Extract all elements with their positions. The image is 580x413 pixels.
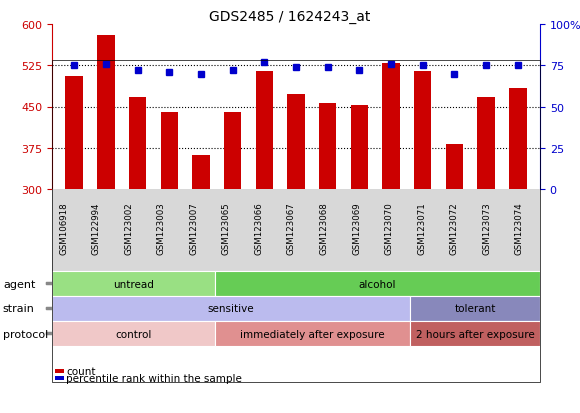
Text: GSM123067: GSM123067 bbox=[287, 202, 296, 255]
Text: GSM123074: GSM123074 bbox=[514, 202, 524, 255]
Text: 2 hours after exposure: 2 hours after exposure bbox=[415, 329, 534, 339]
Text: GSM123072: GSM123072 bbox=[450, 202, 459, 255]
Bar bbox=[287, 95, 305, 190]
Text: count: count bbox=[67, 366, 96, 376]
Bar bbox=[129, 97, 146, 190]
Bar bbox=[382, 63, 400, 190]
Bar bbox=[351, 106, 368, 190]
Bar bbox=[477, 97, 495, 190]
Text: percentile rank within the sample: percentile rank within the sample bbox=[67, 373, 242, 383]
Text: untread: untread bbox=[113, 279, 154, 289]
Bar bbox=[319, 103, 336, 190]
Bar bbox=[414, 71, 432, 190]
Text: GSM122994: GSM122994 bbox=[92, 202, 101, 254]
Text: GSM123069: GSM123069 bbox=[352, 202, 361, 255]
Text: GSM123068: GSM123068 bbox=[320, 202, 328, 255]
Text: sensitive: sensitive bbox=[208, 304, 254, 314]
Bar bbox=[224, 113, 241, 190]
Bar bbox=[509, 88, 527, 190]
Bar bbox=[256, 71, 273, 190]
Text: GSM123073: GSM123073 bbox=[482, 202, 491, 255]
Text: strain: strain bbox=[3, 304, 35, 314]
Text: GSM123003: GSM123003 bbox=[157, 202, 166, 255]
Text: tolerant: tolerant bbox=[454, 304, 496, 314]
Bar bbox=[97, 36, 115, 190]
Text: GDS2485 / 1624243_at: GDS2485 / 1624243_at bbox=[209, 10, 371, 24]
Bar bbox=[66, 77, 83, 190]
Text: control: control bbox=[115, 329, 151, 339]
Text: immediately after exposure: immediately after exposure bbox=[240, 329, 385, 339]
Text: alcohol: alcohol bbox=[358, 279, 396, 289]
Text: GSM123002: GSM123002 bbox=[124, 202, 133, 255]
Text: protocol: protocol bbox=[3, 329, 48, 339]
Text: GSM123066: GSM123066 bbox=[255, 202, 263, 255]
Text: GSM123070: GSM123070 bbox=[385, 202, 394, 255]
Text: GSM123065: GSM123065 bbox=[222, 202, 231, 255]
Bar bbox=[161, 113, 178, 190]
Text: GSM123007: GSM123007 bbox=[190, 202, 198, 255]
Text: GSM106918: GSM106918 bbox=[59, 202, 68, 255]
Text: GSM123071: GSM123071 bbox=[417, 202, 426, 255]
Bar bbox=[445, 145, 463, 190]
Text: agent: agent bbox=[3, 279, 35, 289]
Bar bbox=[192, 156, 209, 190]
